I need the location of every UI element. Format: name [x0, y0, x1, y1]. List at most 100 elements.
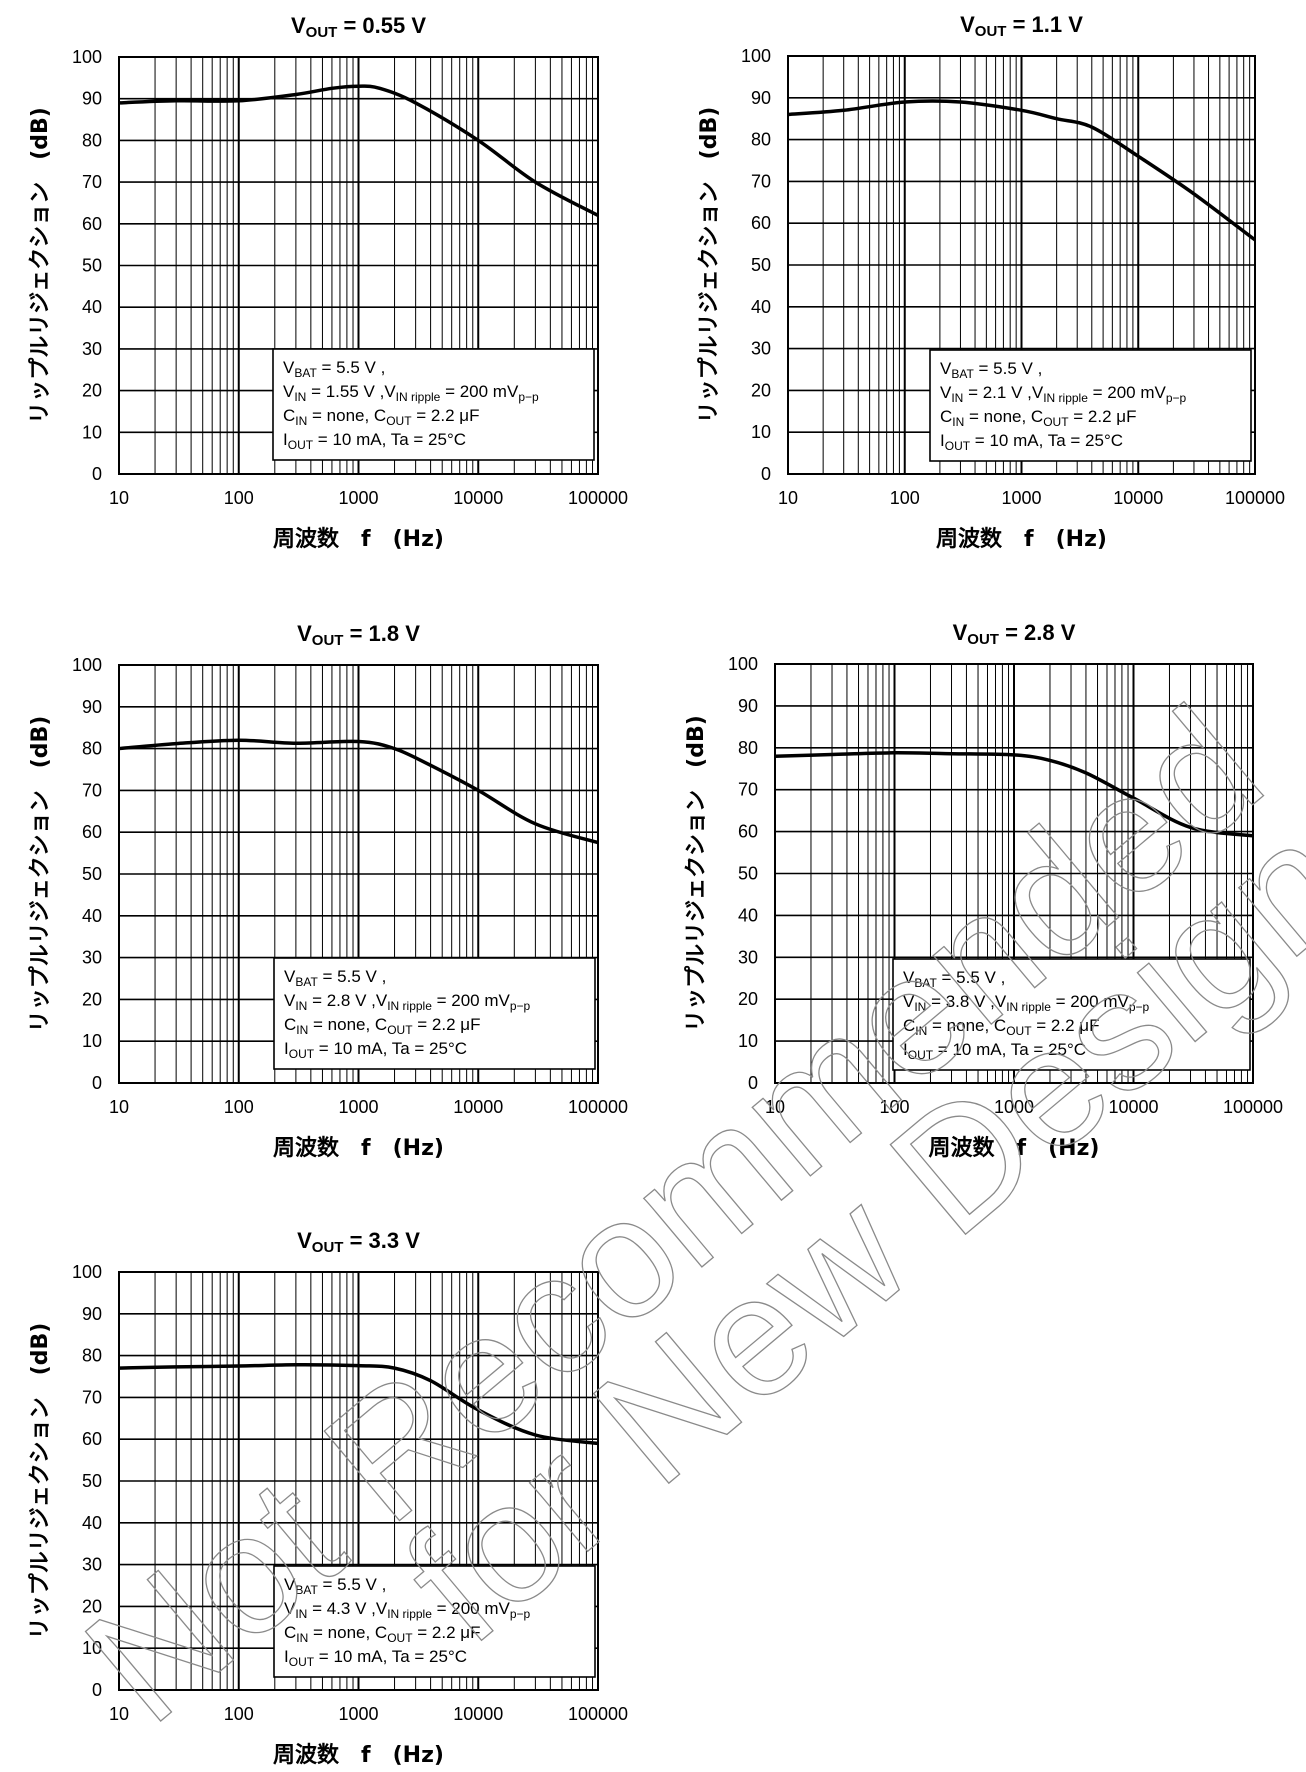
condition-line: IOUT = 10 mA, Ta = 25°C [284, 1647, 467, 1669]
chart-title: VOUT = 2.8 V [953, 620, 1076, 648]
y-axis-label: リップルリジェクション (dB) [28, 1323, 53, 1640]
condition-line: VIN = 2.8 V ,VIN ripple = 200 mVp−p [284, 991, 531, 1013]
y-tick-label: 90 [751, 88, 771, 108]
y-tick-label: 50 [738, 864, 758, 884]
y-tick-label: 100 [72, 47, 102, 67]
x-tick-label: 100 [890, 488, 920, 508]
y-tick-label: 10 [82, 1031, 102, 1051]
y-tick-label: 30 [738, 947, 758, 967]
condition-line: VBAT = 5.5 V , [940, 359, 1042, 381]
y-tick-label: 60 [82, 214, 102, 234]
x-axis-label: 周波数 f (Hz) [936, 526, 1107, 552]
condition-line: CIN = none, COUT = 2.2 μF [284, 1623, 480, 1645]
plot-frame [787, 55, 1256, 475]
x-tick-label: 1000 [994, 1097, 1034, 1117]
y-tick-label: 20 [751, 380, 771, 400]
y-tick-label: 80 [82, 1346, 102, 1366]
y-tick-label: 70 [82, 780, 102, 800]
conditions-box: VBAT = 5.5 V ,VIN = 4.3 V ,VIN ripple = … [273, 1565, 596, 1678]
series-line [118, 1363, 599, 1446]
y-tick-label: 70 [82, 172, 102, 192]
condition-line: CIN = none, COUT = 2.2 μF [940, 407, 1136, 429]
y-tick-label: 90 [82, 1304, 102, 1324]
x-axis-label: 周波数 f (Hz) [273, 1742, 444, 1768]
condition-line: VIN = 1.55 V ,VIN ripple = 200 mVp−p [283, 382, 539, 404]
y-tick-label: 100 [72, 655, 102, 675]
x-tick-label: 10 [765, 1097, 785, 1117]
y-tick-label: 50 [82, 864, 102, 884]
series-line [774, 751, 1254, 838]
condition-line: VIN = 2.1 V ,VIN ripple = 200 mVp−p [940, 383, 1187, 405]
y-tick-label: 0 [92, 464, 102, 484]
x-tick-label: 10000 [1113, 488, 1163, 508]
y-tick-label: 40 [82, 906, 102, 926]
x-tick-label: 100 [224, 1704, 254, 1724]
x-tick-label: 10000 [453, 488, 503, 508]
x-tick-label: 100000 [1223, 1097, 1283, 1117]
y-tick-label: 70 [738, 780, 758, 800]
y-tick-label: 10 [82, 1638, 102, 1658]
x-tick-label: 100 [224, 1097, 254, 1117]
condition-line: VIN = 4.3 V ,VIN ripple = 200 mVp−p [284, 1599, 531, 1621]
y-tick-label: 60 [82, 1429, 102, 1449]
condition-line: CIN = none, COUT = 2.2 μF [283, 406, 479, 428]
x-tick-label: 100 [879, 1097, 909, 1117]
chart-5: 0 10 20 30 40 50 60 70 80 90 100 10 100 1000 10000 1000… [28, 1228, 628, 1768]
y-tick-label: 90 [738, 696, 758, 716]
conditions-box: VBAT = 5.5 V ,VIN = 3.8 V ,VIN ripple = … [892, 958, 1251, 1071]
x-axis-label: 周波数 f (Hz) [273, 526, 444, 552]
y-tick-label: 20 [82, 989, 102, 1009]
y-tick-label: 20 [738, 989, 758, 1009]
y-tick-label: 30 [82, 339, 102, 359]
chart-1: 0 10 20 30 40 50 60 70 80 90 100 10 100 1000 10000 1000… [28, 13, 628, 552]
x-tick-label: 1000 [1001, 488, 1041, 508]
x-tick-label: 10000 [453, 1704, 503, 1724]
y-axis-label: リップルリジェクション (dB) [28, 107, 53, 424]
series-line [787, 99, 1257, 242]
plot-frame [118, 1271, 599, 1691]
grid [775, 664, 1253, 1083]
conditions-box: VBAT = 5.5 V ,VIN = 2.1 V ,VIN ripple = … [929, 349, 1252, 462]
y-tick-label: 10 [82, 422, 102, 442]
y-tick-label: 0 [761, 464, 771, 484]
y-tick-label: 30 [751, 339, 771, 359]
chart-3: 0 10 20 30 40 50 60 70 80 90 100 10 100 1000 10000 1000… [28, 621, 628, 1161]
condition-line: IOUT = 10 mA, Ta = 25°C [283, 430, 466, 452]
x-tick-label: 10 [778, 488, 798, 508]
condition-line: VBAT = 5.5 V , [284, 1575, 386, 1597]
y-tick-label: 0 [92, 1073, 102, 1093]
plot-frame [118, 664, 599, 1084]
y-tick-label: 80 [82, 739, 102, 759]
condition-line: CIN = none, COUT = 2.2 μF [284, 1015, 480, 1037]
y-tick-label: 0 [92, 1680, 102, 1700]
x-tick-label: 1000 [338, 1704, 378, 1724]
plot-frame [774, 663, 1254, 1084]
conditions-box: VBAT = 5.5 V ,VIN = 2.8 V ,VIN ripple = … [273, 957, 596, 1070]
y-tick-label: 60 [738, 822, 758, 842]
x-tick-label: 100000 [568, 1704, 628, 1724]
chart-title: VOUT = 1.8 V [297, 621, 420, 649]
y-tick-label: 10 [738, 1031, 758, 1051]
y-tick-label: 80 [751, 130, 771, 150]
y-tick-label: 70 [751, 171, 771, 191]
x-tick-label: 10 [109, 488, 129, 508]
x-tick-label: 100000 [1225, 488, 1285, 508]
x-tick-label: 100000 [568, 488, 628, 508]
condition-line: VBAT = 5.5 V , [284, 967, 386, 989]
y-tick-label: 40 [82, 1513, 102, 1533]
y-tick-label: 50 [82, 256, 102, 276]
x-tick-label: 100 [224, 488, 254, 508]
y-tick-label: 40 [82, 297, 102, 317]
y-axis-label: リップルリジェクション (dB) [697, 107, 722, 424]
condition-line: VBAT = 5.5 V , [283, 358, 385, 380]
chart-4: 0 10 20 30 40 50 60 70 80 90 100 10 100 1000 10000 1000… [684, 620, 1283, 1161]
x-tick-label: 1000 [338, 488, 378, 508]
y-tick-label: 40 [738, 905, 758, 925]
x-tick-label: 10 [109, 1704, 129, 1724]
chart-title: VOUT = 0.55 V [291, 13, 426, 41]
y-tick-label: 80 [738, 738, 758, 758]
y-tick-label: 40 [751, 297, 771, 317]
y-tick-label: 60 [751, 213, 771, 233]
chart-2: 0 10 20 30 40 50 60 70 80 90 100 10 100 1000 10000 1000… [697, 12, 1285, 552]
condition-line: CIN = none, COUT = 2.2 μF [903, 1016, 1099, 1038]
